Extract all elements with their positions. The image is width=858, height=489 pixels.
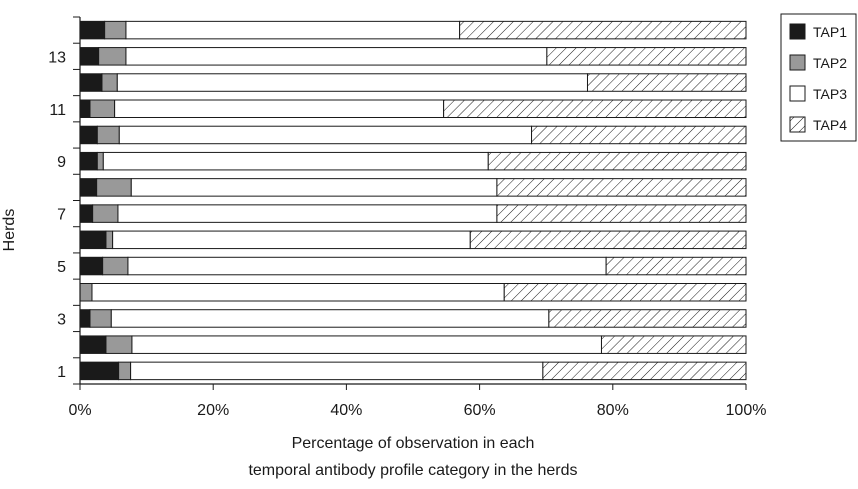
bar-herd-2-tap3 [131, 335, 602, 354]
bar-herd-8-tap3 [130, 178, 498, 197]
bar-herd-12-tap3 [116, 73, 588, 92]
bar-herd-12-tap1 [79, 73, 103, 92]
legend-swatch-tap2 [789, 54, 806, 71]
bar-herd-10-tap4 [531, 125, 747, 145]
bar-herd-6-tap1 [79, 230, 107, 250]
bar-herd-4-tap3 [91, 283, 505, 302]
bar-herd-1-tap1 [79, 361, 120, 381]
bar-herd-11-tap4 [443, 99, 747, 118]
bar-herd-2-tap4 [600, 335, 747, 354]
y-tick-label: 13 [48, 49, 66, 66]
bar-herd-3-tap2 [89, 309, 112, 328]
x-tick-labels: 0% 20% 40% 60% 80% 100% [68, 402, 766, 419]
bar-herd-14-tap4 [459, 20, 747, 40]
bars-group [79, 20, 747, 381]
bar-herd-7-tap2 [92, 204, 119, 223]
bar-herd-3-tap1 [79, 309, 91, 328]
bar-herd-9-tap1 [79, 151, 98, 171]
bar-herd-14-tap2 [104, 20, 127, 40]
bar-herd-5-tap3 [127, 256, 607, 276]
bar-herd-7-tap4 [496, 204, 747, 223]
bar-herd-5-tap4 [605, 256, 747, 276]
x-axis-title-line-1: Percentage of observation in each [292, 435, 535, 452]
bar-herd-11-tap3 [114, 99, 445, 118]
legend-label-tap2: TAP2 [813, 55, 847, 71]
legend-swatch-tap3 [789, 85, 806, 102]
x-tick-label: 80% [597, 402, 629, 419]
x-tick-label: 100% [726, 402, 767, 419]
legend-label-tap3: TAP3 [813, 86, 847, 102]
bar-herd-14-tap1 [79, 20, 106, 40]
bar-herd-9-tap4 [487, 151, 747, 171]
y-tick-label: 5 [57, 259, 66, 276]
x-tick-label: 40% [330, 402, 362, 419]
y-tick-label: 7 [57, 207, 66, 224]
x-tick-label: 0% [68, 402, 91, 419]
bar-herd-10-tap1 [79, 125, 98, 145]
bar-herd-7-tap1 [79, 204, 94, 223]
y-tick-label: 9 [57, 154, 66, 171]
bar-herd-11-tap1 [79, 99, 91, 118]
legend-swatch-tap4 [789, 116, 806, 133]
bar-herd-8-tap1 [79, 178, 98, 197]
bar-herd-7-tap3 [117, 204, 498, 223]
bar-herd-11-tap2 [89, 99, 116, 118]
bar-herd-9-tap2 [96, 151, 104, 171]
legend-label-tap1: TAP1 [813, 24, 847, 40]
bar-herd-6-tap4 [469, 230, 747, 250]
bar-herd-14-tap3 [125, 20, 461, 40]
bar-herd-12-tap4 [586, 73, 747, 92]
bar-herd-1-tap2 [118, 361, 132, 381]
x-tick-label: 20% [197, 402, 229, 419]
bar-herd-8-tap4 [496, 178, 747, 197]
bar-herd-1-tap4 [542, 361, 747, 381]
x-tick-label: 60% [464, 402, 496, 419]
y-tick-label: 1 [57, 364, 66, 381]
bar-herd-3-tap4 [548, 309, 747, 328]
legend-label-tap4: TAP4 [813, 117, 847, 133]
bar-herd-3-tap3 [110, 309, 550, 328]
bar-herd-6-tap2 [105, 230, 114, 250]
bar-herd-12-tap2 [101, 73, 118, 92]
axes-group [73, 16, 747, 390]
y-tick-label: 11 [49, 102, 66, 119]
y-tick-label: 3 [57, 311, 66, 328]
bar-herd-13-tap2 [98, 47, 127, 66]
bar-herd-2-tap2 [105, 335, 133, 354]
bar-herd-4-tap2 [79, 283, 93, 302]
bar-herd-1-tap3 [130, 361, 544, 381]
bar-herd-5-tap2 [102, 256, 129, 276]
bar-herd-13-tap4 [546, 47, 747, 66]
x-axis-title-line-2: temporal antibody profile category in th… [248, 462, 577, 479]
bar-herd-2-tap1 [79, 335, 107, 354]
y-axis-title: Herds [1, 209, 18, 252]
legend: TAP1 TAP2 TAP3 TAP4 [780, 13, 857, 142]
bar-herd-13-tap3 [125, 47, 548, 66]
bar-herd-8-tap2 [96, 178, 132, 197]
bar-herd-10-tap3 [118, 125, 533, 145]
bar-herd-10-tap2 [96, 125, 120, 145]
bar-herd-4-tap4 [503, 283, 747, 302]
legend-swatch-tap1 [789, 23, 806, 40]
bar-herd-5-tap1 [79, 256, 104, 276]
bar-herd-9-tap3 [102, 151, 489, 171]
bar-herd-13-tap1 [79, 47, 100, 66]
bar-herd-6-tap3 [112, 230, 471, 250]
